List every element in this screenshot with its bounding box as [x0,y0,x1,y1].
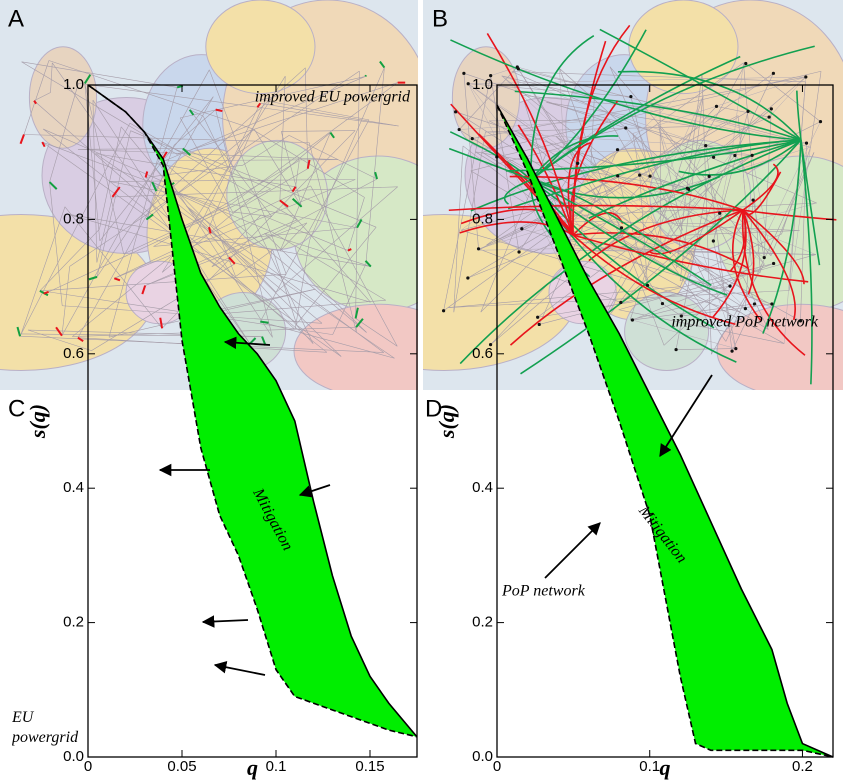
node [751,198,754,201]
series-label: PoP network [501,583,586,600]
node [768,115,771,118]
node [805,142,808,145]
node [661,302,664,305]
y-tick-label: 0.2 [63,614,84,631]
y-tick-label: 0.8 [472,210,493,227]
node [819,120,822,123]
y-tick-label: 1.0 [63,76,84,93]
node [804,75,807,78]
node [624,126,627,129]
node [616,174,619,177]
panel-label: C [8,395,25,422]
node [746,110,749,113]
y-tick-label: 0.6 [472,345,493,362]
arrow [203,620,248,622]
node [462,72,465,75]
node [467,82,470,85]
arrow [545,523,600,578]
y-tick-label: 0.4 [472,479,493,496]
series-label: improved PoP network [671,314,819,331]
node [517,250,520,253]
y-tick-label: 0.4 [63,479,84,496]
x-tick-label: 0.2 [792,758,813,775]
node [744,62,747,65]
node [620,226,623,229]
y-axis-label: s(q) [434,404,459,439]
node [454,110,457,113]
x-tick-label: 0 [493,758,501,775]
node [728,285,731,288]
figure: A B C D 0.00.20.40.60.81.000.050.10.15qs… [0,0,843,780]
added-link [260,322,268,323]
x-tick-label: 0.1 [639,758,660,775]
node [477,247,480,250]
node [753,302,756,305]
node [616,148,619,151]
node [538,323,541,326]
land [206,0,315,94]
added-link [216,110,223,111]
series-label-box: EU powergrid [12,708,82,758]
y-tick-label: 0.6 [63,345,84,362]
node [763,256,766,259]
node [638,174,641,177]
x-axis-label: q [660,755,671,780]
panel-label: B [432,5,448,32]
node [772,72,775,75]
node [674,348,677,351]
node [751,154,754,157]
node [576,162,579,165]
node [466,276,469,279]
node [712,239,715,242]
node [772,262,775,265]
node [471,137,474,140]
y-tick-label: 0.0 [472,748,493,765]
land [625,293,709,371]
y-tick-label: 0.2 [472,614,493,631]
node [715,105,718,108]
node [619,301,622,304]
land [29,47,96,148]
added-link [365,75,366,76]
node [686,187,689,190]
series-label: improved EU powergrid [255,89,411,106]
node [442,309,445,312]
panel-label: A [8,5,24,32]
node [730,350,733,353]
node [629,95,632,98]
node [770,107,773,110]
node [708,175,711,178]
node [631,318,634,321]
node [718,212,721,215]
x-tick-label: 0.1 [266,758,287,775]
x-tick-label: 0 [84,758,92,775]
added-link [348,249,351,250]
node [733,154,736,157]
node [520,227,523,230]
x-tick-label: 0.05 [167,758,196,775]
node [734,347,737,350]
node [458,128,461,131]
node [744,307,747,310]
x-tick-label: 0.15 [355,758,384,775]
series-label: EU powergrid [12,708,82,748]
x-axis-label: q [247,755,258,780]
y-axis-label: s(q) [25,404,50,439]
y-tick-label: 0.8 [63,210,84,227]
node [712,156,715,159]
node [516,65,519,68]
node [704,144,707,147]
node [770,302,773,305]
node [536,316,539,319]
node [646,284,649,287]
arrow [215,665,265,675]
y-tick-label: 1.0 [472,76,493,93]
node [648,174,651,177]
